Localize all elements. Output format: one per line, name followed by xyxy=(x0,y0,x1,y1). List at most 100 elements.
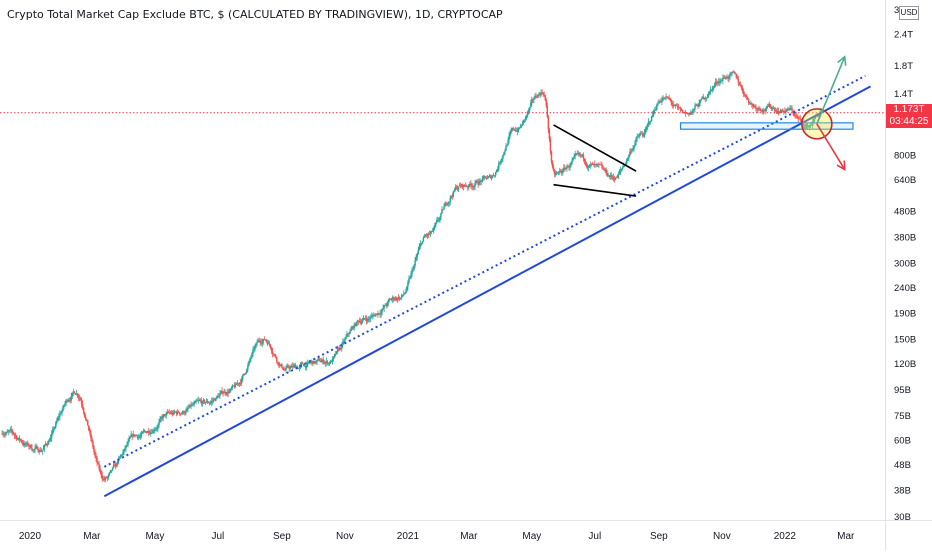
candle-body xyxy=(618,171,621,174)
candle-body xyxy=(337,348,340,350)
candle-body xyxy=(195,400,197,402)
candle-body xyxy=(743,94,746,96)
candle-body xyxy=(720,80,722,83)
candle-body xyxy=(204,402,207,404)
candle-body xyxy=(2,433,4,435)
candle-body xyxy=(757,107,759,110)
candle-body xyxy=(783,111,785,112)
candle-body xyxy=(238,382,241,384)
candle-body xyxy=(65,400,67,404)
candle-body xyxy=(272,354,275,355)
candle-body xyxy=(266,341,269,345)
candle-body xyxy=(787,108,789,110)
candle-body xyxy=(285,367,287,371)
candle-body xyxy=(387,300,390,303)
candle-body xyxy=(371,315,373,318)
candle-body xyxy=(356,320,359,323)
candle-body xyxy=(409,277,411,279)
candle-body xyxy=(449,197,451,202)
candle-body xyxy=(62,406,64,412)
candle-body xyxy=(207,402,210,404)
candle-body xyxy=(226,391,228,395)
candle-body xyxy=(248,361,250,366)
candle-body xyxy=(139,436,142,437)
candle-body xyxy=(173,411,176,413)
candle-body xyxy=(653,110,656,111)
price-axis[interactable]: 3T2.4T1.8T1.4T800B640B480B380B300B240B19… xyxy=(885,0,932,523)
candle-body xyxy=(24,443,26,446)
candle-body xyxy=(492,175,495,177)
candle-body xyxy=(84,416,87,420)
candle-body xyxy=(678,107,681,109)
candle-body xyxy=(679,107,682,111)
candle-body xyxy=(747,99,750,104)
candle-body xyxy=(175,411,178,414)
candle-body xyxy=(407,282,409,287)
candle-body xyxy=(739,85,742,87)
candle-body xyxy=(59,413,61,417)
candle-body xyxy=(814,116,816,120)
candle-body xyxy=(809,124,812,126)
candle-body xyxy=(36,446,38,450)
candle-body xyxy=(598,163,600,165)
candle-body xyxy=(282,367,284,370)
time-axis[interactable]: 2020 Mar May Jul Sep Nov 2021 Mar May Jul Sep Nov 20… xyxy=(0,520,885,551)
candle-body xyxy=(775,110,778,113)
candle-body xyxy=(69,400,71,401)
candle-body xyxy=(709,89,712,92)
candle-body xyxy=(701,96,703,99)
candle-body xyxy=(752,104,754,107)
candle-body xyxy=(439,217,441,220)
candle-body xyxy=(603,168,605,171)
candle-body xyxy=(9,429,12,431)
candle-body xyxy=(40,451,43,453)
candle-body xyxy=(754,106,756,107)
candle-body xyxy=(727,77,729,79)
candle-body xyxy=(199,400,202,402)
y-tick-label: 120B xyxy=(894,359,916,370)
candle-body xyxy=(103,479,106,480)
currency-badge[interactable]: USD xyxy=(899,6,919,20)
candle-body xyxy=(196,400,198,402)
x-tick-label: Jul xyxy=(211,531,224,542)
candle-body xyxy=(434,225,436,228)
candle-body xyxy=(386,302,389,306)
candle-body xyxy=(46,444,49,445)
candle-body xyxy=(208,403,211,404)
candle-body xyxy=(766,106,769,108)
price-chart[interactable] xyxy=(0,0,885,520)
candle-body xyxy=(281,364,283,368)
candle-body xyxy=(153,430,155,432)
candle-body xyxy=(271,351,274,355)
candle-body xyxy=(495,169,498,173)
candle-body xyxy=(549,138,552,152)
candle-body xyxy=(595,164,597,166)
candle-body xyxy=(790,108,792,110)
candle-body xyxy=(188,407,190,409)
x-tick-label: Sep xyxy=(273,531,291,542)
candle-body xyxy=(469,183,471,185)
candle-body xyxy=(277,361,279,363)
candle-body xyxy=(704,98,707,100)
candle-body xyxy=(293,364,296,366)
candle-body xyxy=(29,445,31,447)
candle-body xyxy=(684,112,687,114)
candle-body xyxy=(543,94,545,96)
candle-body xyxy=(316,360,318,362)
candle-body xyxy=(108,472,111,475)
candle-body xyxy=(399,297,402,299)
candle-body xyxy=(322,359,324,363)
candle-body xyxy=(301,362,304,364)
candle-body xyxy=(652,110,655,115)
candle-body xyxy=(771,108,774,110)
candle-body xyxy=(510,130,512,133)
candle-body xyxy=(15,435,18,439)
candle-body xyxy=(589,164,592,166)
candle-body xyxy=(306,362,309,365)
candle-body xyxy=(458,185,461,187)
candle-body xyxy=(304,365,307,368)
candle-body xyxy=(286,365,288,368)
candle-body xyxy=(431,230,434,232)
candle-body xyxy=(138,436,141,438)
candle-body xyxy=(464,185,467,187)
